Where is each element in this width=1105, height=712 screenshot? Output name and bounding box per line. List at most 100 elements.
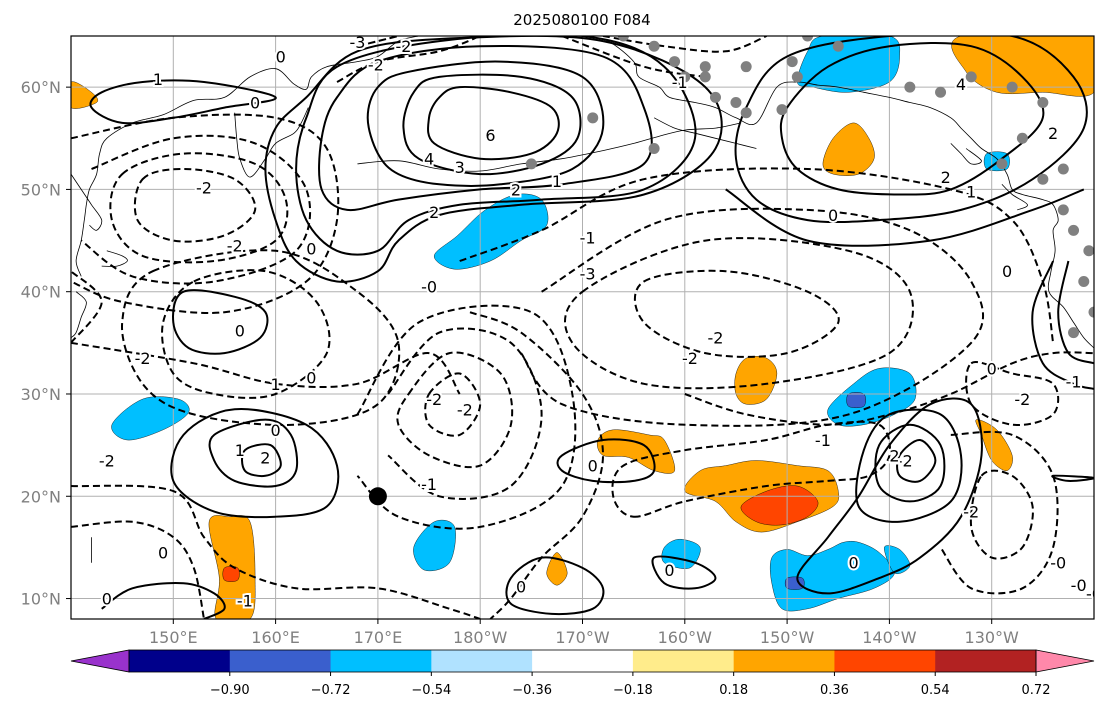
colorbar-tick-label: −0.72 (311, 683, 351, 698)
station-dot (1057, 204, 1069, 216)
negative-contour (469, 311, 605, 619)
contour-label: 2 (429, 203, 439, 222)
shaded-area-blue (884, 545, 911, 574)
shaded-area-orange (734, 356, 778, 405)
contour-label: 2 (260, 448, 270, 467)
contour-label: -1 (1066, 373, 1082, 392)
longitude-axis: 150°E 160°E 170°E 180°W 170°W 160°W 150°W 140°W… (149, 619, 1019, 647)
contour-label: 1 (552, 172, 562, 191)
contour-label: 3 (455, 158, 465, 177)
lon-tick-label: 130°W (965, 628, 1020, 647)
coastline (653, 117, 757, 149)
contour-label: 1 (271, 375, 281, 394)
negative-contour (336, 36, 481, 83)
contour-label: -2 (897, 451, 913, 470)
positive-contour (651, 555, 717, 590)
colorbar-tick-label: 0.72 (1022, 683, 1051, 698)
coastline (357, 122, 742, 172)
negative-contour (71, 270, 103, 344)
contour-label: 0 (276, 47, 286, 66)
shaded-area-blue (433, 193, 549, 270)
lat-tick-label: 50°N (21, 180, 61, 199)
contour-label: 2 (889, 446, 899, 465)
negative-contour (939, 430, 1059, 595)
negative-contour (561, 36, 706, 78)
stations-layer (525, 36, 1094, 339)
colorbar-segment (632, 650, 735, 672)
station-dot (791, 71, 803, 83)
negative-contour (459, 167, 1055, 343)
station-dot (587, 112, 599, 124)
station-dot (1068, 224, 1080, 236)
contour-label: -2 (227, 237, 243, 256)
colorbar-segment (431, 650, 533, 672)
contour-label: -2 (135, 349, 151, 368)
negative-contour (602, 36, 767, 53)
negative-contour (520, 207, 985, 427)
positive-contour (295, 36, 697, 256)
lat-tick-label: 40°N (21, 283, 61, 302)
contour-label: 0 (250, 93, 260, 112)
positive-contour (896, 439, 937, 483)
colorbar-segment (330, 650, 432, 672)
contour-label: 0 (664, 561, 674, 580)
lon-tick-label: 160°W (658, 628, 713, 647)
lon-tick-label: 150°E (149, 628, 198, 647)
contour-label: 0 (102, 590, 112, 609)
station-dot (669, 56, 681, 68)
lon-tick-label: 170°E (354, 628, 403, 647)
shaded-area-blue (111, 396, 190, 441)
colorbar-tick-label: 0.54 (921, 683, 950, 698)
station-dot (776, 104, 788, 116)
negative-contour (71, 113, 340, 314)
lat-tick-label: 30°N (21, 385, 61, 404)
colorbar-tick-label: −0.54 (411, 683, 451, 698)
positive-contour (505, 556, 605, 616)
positive-contour (366, 60, 605, 187)
colorbar-extend-low (70, 649, 130, 673)
negative-contour (684, 351, 1094, 426)
contour-label: 2 (1048, 124, 1058, 143)
station-dot (617, 36, 629, 42)
lon-tick-label: 140°W (862, 628, 917, 647)
contours-layer (71, 36, 1094, 619)
station-dot (1078, 275, 1090, 287)
positive-contour (1031, 260, 1094, 390)
lon-tick-label: 150°W (760, 628, 815, 647)
contour-label: 0 (516, 577, 526, 596)
colorbar-tick-label: −0.90 (210, 683, 250, 698)
station-dot (965, 71, 977, 83)
colorbar-segment (229, 650, 332, 672)
station-dot (786, 56, 798, 68)
colorbar-outline (128, 649, 1037, 673)
shaded-area-blue (797, 36, 901, 93)
lon-tick-label: 170°W (555, 628, 610, 647)
colorbar-tick-label: 0.18 (719, 683, 748, 698)
figure-title: 2025080100 F084 (513, 11, 650, 29)
positive-contour (1051, 474, 1094, 482)
shaded-area-dark-blue (784, 576, 805, 590)
shaded-field-layer (71, 36, 1094, 619)
lat-tick-label: 10°N (21, 590, 61, 609)
negative-contour (387, 327, 543, 500)
contour-label: 0 (306, 240, 316, 259)
contour-label: 0 (306, 369, 316, 388)
station-dot (1037, 96, 1049, 108)
contour-label: -1 (672, 73, 688, 92)
positive-contour (89, 79, 277, 125)
contour-label: 2 (511, 180, 521, 199)
contour-label: 0 (828, 206, 838, 225)
contour-label: -2 (395, 37, 411, 56)
contour-label: 4 (424, 150, 434, 169)
negative-contour (424, 372, 482, 437)
positive-contour (796, 397, 983, 595)
station-dot (709, 91, 721, 103)
negative-contour (633, 269, 840, 358)
station-dot (525, 158, 537, 170)
station-dot (679, 71, 691, 83)
contour-label: 1 (966, 182, 976, 201)
contour-label: 1 (153, 70, 163, 89)
contour-label: 0 (235, 322, 245, 341)
station-dot (730, 96, 742, 108)
